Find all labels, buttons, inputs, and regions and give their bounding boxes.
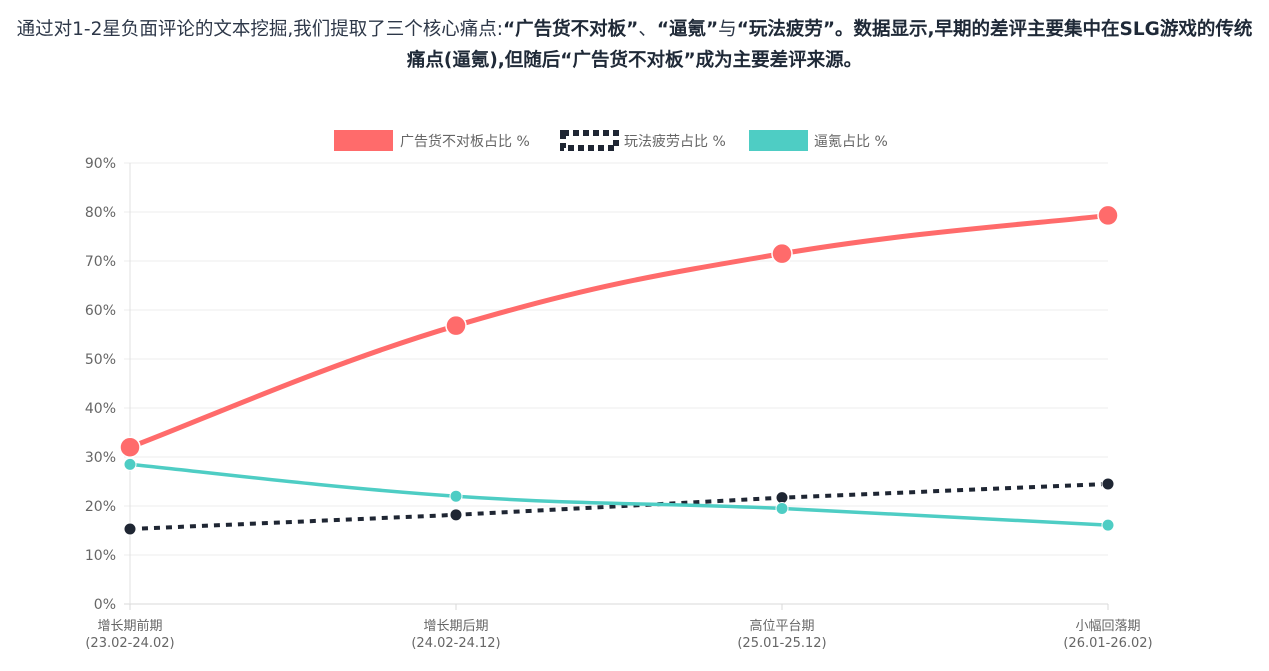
series-2 xyxy=(123,457,1115,532)
y-tick-label: 40% xyxy=(85,401,116,417)
legend-swatch xyxy=(560,130,619,151)
x-tick-label: 小幅回落期 (26.01-26.02) xyxy=(1063,619,1152,651)
legend-label: 玩法疲劳占比 % xyxy=(624,133,726,150)
data-point xyxy=(775,491,789,505)
y-tick-label: 70% xyxy=(85,254,116,270)
series-1 xyxy=(123,477,1115,536)
data-point xyxy=(1097,204,1119,227)
y-tick-label: 60% xyxy=(85,303,116,319)
y-axis-tick-labels: 0% 10% 20% 30% 40% 50% 60% 70% 80% 90% xyxy=(85,156,116,613)
data-point xyxy=(123,522,137,536)
x-tick-label-line: 高位平台期 xyxy=(749,618,814,634)
intro-text-part: 、 xyxy=(638,19,657,40)
series-line xyxy=(129,462,1109,527)
legend-label: 广告货不对板占比 % xyxy=(400,133,530,150)
y-tick-label: 80% xyxy=(85,205,116,221)
intro-text-part: “广告货不对板” xyxy=(503,19,639,40)
data-point xyxy=(123,457,137,471)
data-point xyxy=(771,242,793,265)
x-tick-label-line: 增长期前期 xyxy=(97,618,162,634)
intro-text-part: 与 xyxy=(718,19,737,40)
x-tick-label: 增长期前期 (23.02-24.02) xyxy=(85,618,174,651)
series-line xyxy=(129,212,1109,450)
legend-label: 逼氪占比 % xyxy=(814,134,888,150)
x-tick-label: 增长期后期 (24.02-24.12) xyxy=(411,619,500,651)
chart-intro-text: 通过对1-2星负面评论的文本挖掘,我们提取了三个核心痛点:“广告货不对板”、“逼… xyxy=(15,14,1254,76)
x-tick-label-line: 小幅回落期 xyxy=(1075,619,1140,634)
x-axis-tick-labels: 增长期前期 (23.02-24.02) 增长期后期 (24.02-24.12) 高位平台… xyxy=(85,618,1152,651)
y-tick-label: 90% xyxy=(85,156,116,172)
data-point xyxy=(449,489,463,503)
legend: 广告货不对板占比 % 玩法疲劳占比 % 逼氪占比 % xyxy=(334,130,888,151)
intro-text-part: “逼氪” xyxy=(656,19,719,40)
legend-swatch xyxy=(334,130,393,151)
legend-item: 广告货不对板占比 % xyxy=(334,130,530,151)
legend-item: 逼氪占比 % xyxy=(749,130,888,151)
x-tick-label: 高位平台期 (25.01-25.12) xyxy=(737,618,826,651)
intro-text-part: “玩法疲劳” xyxy=(736,19,836,40)
legend-item: 玩法疲劳占比 % xyxy=(560,130,726,151)
x-tick-label-line: (26.01-26.02) xyxy=(1063,636,1152,651)
x-tick-label-line: (23.02-24.02) xyxy=(85,636,174,651)
y-tick-label: 10% xyxy=(85,548,116,564)
legend-swatch xyxy=(749,130,808,151)
data-point xyxy=(775,501,789,515)
data-point xyxy=(1101,518,1115,532)
data-point xyxy=(1101,477,1115,491)
series-group xyxy=(119,204,1119,536)
data-point xyxy=(119,436,141,458)
series-0 xyxy=(119,204,1119,458)
y-tick-label: 30% xyxy=(85,450,116,466)
x-tick-label-line: (25.01-25.12) xyxy=(737,636,826,651)
data-point xyxy=(445,314,467,337)
y-tick-label: 0% xyxy=(94,597,116,613)
intro-text-part: 。数据显示,早期的差评主要集中在SLG游戏的传统痛点(逼氪),但随后“广告货不对… xyxy=(406,19,1253,71)
x-tick-label-line: (24.02-24.12) xyxy=(411,636,500,651)
intro-text-part: 通过对1-2星负面评论的文本挖掘,我们提取了三个核心痛点: xyxy=(16,19,503,40)
y-tick-label: 20% xyxy=(85,499,116,515)
x-tick-label-line: 增长期后期 xyxy=(423,619,488,634)
grid-lines xyxy=(124,162,1108,605)
y-tick-label: 50% xyxy=(85,352,116,368)
data-point xyxy=(449,508,463,522)
